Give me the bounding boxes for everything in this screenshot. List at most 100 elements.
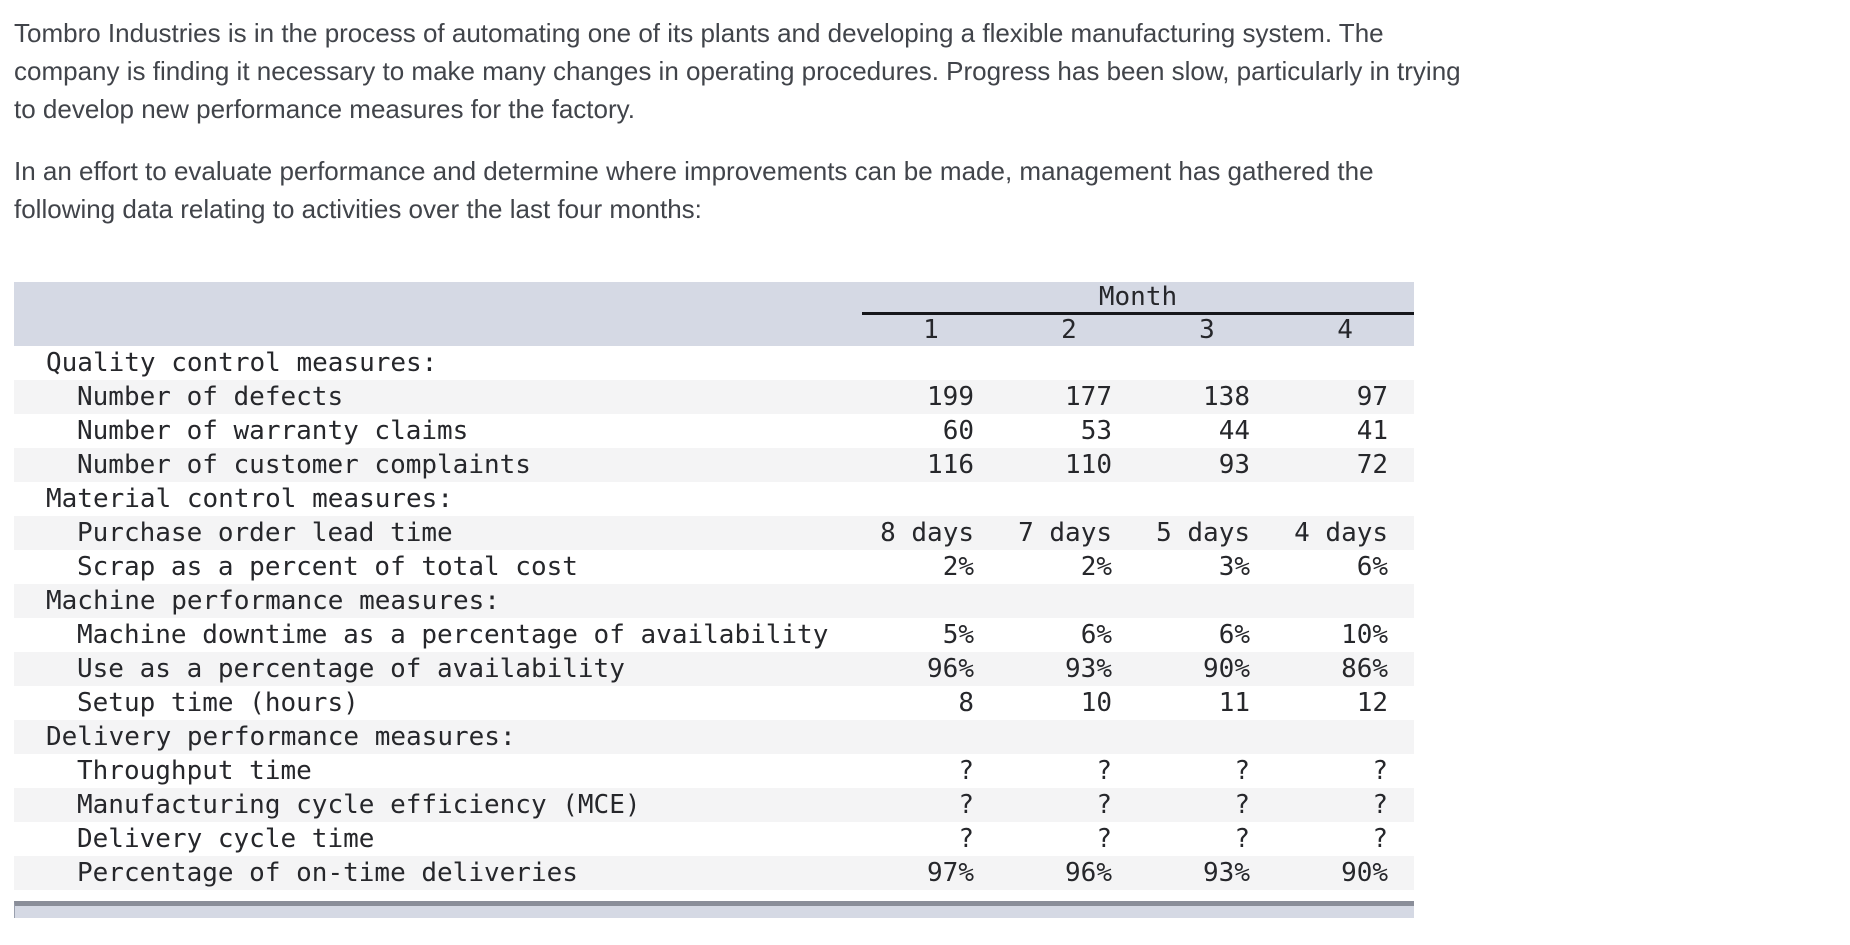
table-row: Scrap as a percent of total cost 2% 2% 3% 6%: [14, 550, 1414, 584]
cell-value: 93%: [1065, 653, 1112, 684]
table-row: Setup time (hours) 8 10 11 12: [14, 686, 1414, 720]
cell-value: 8: [958, 687, 974, 718]
cell-value: ?: [1096, 755, 1112, 786]
intro-text: Tombro Industries is in the process of a…: [14, 14, 1850, 228]
month-column-header: 1: [862, 313, 1000, 346]
month-group-row: Month: [14, 282, 1415, 315]
cell-value: 72: [1356, 449, 1389, 480]
cell-value: 10%: [1341, 619, 1389, 650]
row-label: Use as a percentage of availability: [77, 653, 625, 684]
intro-paragraph-1: Tombro Industries is in the process of a…: [14, 14, 1850, 128]
paragraph-line: Tombro Industries is in the process of a…: [14, 18, 1384, 48]
cell-value: 90%: [1341, 857, 1389, 888]
row-label: Number of defects: [77, 381, 344, 412]
table-row: Throughput time????: [14, 754, 1414, 788]
month-column-header: 3: [1138, 313, 1276, 346]
cell-value: 60: [942, 415, 974, 446]
cell-value: 11: [1218, 687, 1250, 718]
cell-value: 93%: [1203, 857, 1250, 888]
cell-value: 138: [1203, 381, 1250, 412]
cell-value: ?: [1234, 755, 1250, 786]
header-spacer: [14, 313, 862, 346]
cell-value: 44: [1218, 415, 1250, 446]
intro-paragraph-2: In an effort to evaluate performance and…: [14, 152, 1850, 228]
cell-value: ?: [958, 755, 974, 786]
month-column-header: 2: [1000, 313, 1138, 346]
cell-value: 2%: [942, 551, 974, 582]
row-label: Number of warranty claims: [77, 415, 469, 446]
paragraph-line: following data relating to activities ov…: [14, 194, 702, 224]
cell-value: 199: [927, 381, 974, 412]
cell-value: 90%: [1203, 653, 1250, 684]
cell-value: 110: [1065, 449, 1112, 480]
cell-value: ?: [1096, 789, 1112, 820]
cell-value: ?: [1234, 789, 1250, 820]
table-row: Manufacturing cycle efficiency (MCE)????: [14, 787, 1415, 822]
section-heading-row: Delivery performance measures:: [14, 719, 1415, 754]
table-row: Machine downtime as a percentage of avai…: [14, 618, 1414, 652]
cell-value: 96%: [1065, 857, 1112, 888]
table-row: Percentage of on-time deliveries 97% 96% 93…: [14, 855, 1415, 890]
cell-value: 4 days: [1294, 517, 1389, 548]
cell-value: 12: [1356, 687, 1389, 718]
cell-value: 53: [1080, 415, 1112, 446]
cell-value: 5%: [942, 619, 974, 650]
table-row: Number of defects 199 177 138 97: [14, 379, 1415, 414]
paragraph-line: to develop new performance measures for …: [14, 94, 635, 124]
row-label: Percentage of on-time deliveries: [77, 857, 578, 888]
cell-value: ?: [1096, 823, 1112, 854]
cell-value: ?: [1372, 755, 1389, 786]
table-row: Purchase order lead time 8 days 7 days 5 da…: [14, 515, 1415, 550]
cell-value: 41: [1356, 415, 1389, 446]
cell-value: 97: [1356, 381, 1389, 412]
cell-value: 97%: [927, 857, 974, 888]
cell-value: 96%: [927, 653, 974, 684]
row-label: Manufacturing cycle efficiency (MCE): [77, 789, 641, 820]
row-label: Throughput time: [77, 755, 312, 786]
table-row: Number of warranty claims 60 53 44 41: [14, 414, 1414, 448]
cell-value: ?: [1372, 789, 1389, 820]
section-heading-row: Machine performance measures:: [14, 583, 1415, 618]
cell-value: 6%: [1080, 619, 1112, 650]
cell-value: 5 days: [1156, 517, 1250, 548]
table-row: Number of customer complaints 116 110 93 72: [14, 447, 1415, 482]
row-label: Scrap as a percent of total cost: [77, 551, 578, 582]
paragraph-line: In an effort to evaluate performance and…: [14, 156, 1374, 186]
row-label: Machine downtime as a percentage of avai…: [77, 619, 829, 650]
row-label: Delivery cycle time: [77, 823, 375, 854]
table-row: Delivery cycle time????: [14, 822, 1414, 856]
table-body: Quality control measures: Number of defec…: [14, 346, 1415, 890]
cell-value: 10: [1080, 687, 1112, 718]
next-table-top-edge: [14, 900, 1414, 918]
cell-value: 93: [1218, 449, 1250, 480]
cell-value: 177: [1065, 381, 1112, 412]
section-heading: Machine performance measures:: [46, 585, 500, 616]
cell-value: ?: [1372, 823, 1389, 854]
row-label: Purchase order lead time: [77, 517, 453, 548]
section-heading: Delivery performance measures:: [46, 721, 516, 752]
table-row: Use as a percentage of availability 96% 93…: [14, 651, 1415, 686]
cell-value: 3%: [1218, 551, 1250, 582]
cell-value: 8 days: [880, 517, 974, 548]
cell-value: ?: [958, 823, 974, 854]
cell-value: 6%: [1356, 551, 1389, 582]
cell-value: 6%: [1218, 619, 1250, 650]
cell-value: ?: [958, 789, 974, 820]
cell-value: ?: [1234, 823, 1250, 854]
cell-value: 116: [927, 449, 974, 480]
cell-value: 2%: [1080, 551, 1112, 582]
row-label: Number of customer complaints: [77, 449, 531, 480]
cell-value: 7 days: [1018, 517, 1112, 548]
section-heading: Quality control measures:: [46, 347, 438, 378]
header-spacer: [14, 282, 862, 314]
section-heading: Material control measures:: [46, 483, 453, 514]
section-heading-row: Material control measures:: [14, 482, 1414, 516]
row-label: Setup time (hours): [77, 687, 359, 718]
paragraph-line: company is finding it necessary to make …: [14, 56, 1461, 86]
section-heading-row: Quality control measures:: [14, 346, 1414, 380]
cell-value: 86%: [1341, 653, 1389, 684]
